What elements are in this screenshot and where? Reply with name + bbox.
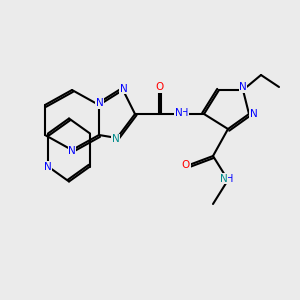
Text: N: N bbox=[68, 146, 76, 157]
Text: N: N bbox=[175, 107, 182, 118]
Text: O: O bbox=[155, 82, 163, 92]
Text: N: N bbox=[239, 82, 247, 92]
Text: N: N bbox=[44, 161, 51, 172]
Text: N: N bbox=[112, 134, 119, 145]
Text: H: H bbox=[181, 107, 188, 118]
Text: N: N bbox=[250, 109, 257, 119]
Text: H: H bbox=[226, 173, 233, 184]
Text: N: N bbox=[96, 98, 104, 109]
Text: N: N bbox=[120, 83, 128, 94]
Text: O: O bbox=[182, 160, 190, 170]
Text: N: N bbox=[220, 173, 227, 184]
